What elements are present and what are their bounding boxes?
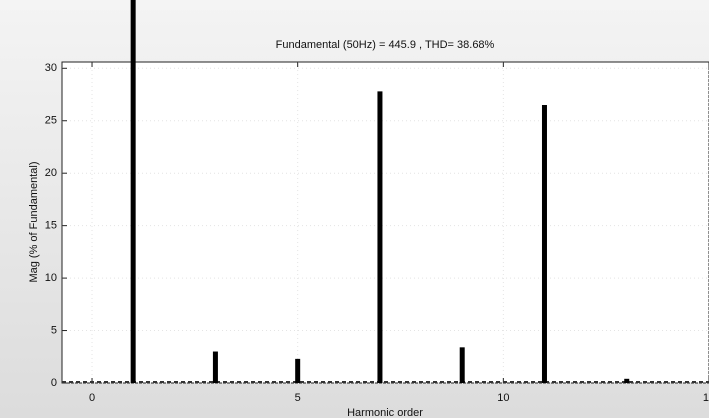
x-axis-label: Harmonic order — [347, 407, 423, 418]
bar — [130, 0, 136, 383]
y-tick-label: 5 — [51, 324, 57, 336]
y-tick-label: 0 — [51, 377, 57, 389]
y-tick-label: 30 — [45, 62, 57, 74]
bar — [459, 347, 465, 383]
y-tick-label: 20 — [45, 167, 57, 179]
x-tick-label: 5 — [295, 392, 301, 404]
bar — [624, 378, 630, 383]
y-axis-label: Mag (% of Fundamental) — [28, 161, 40, 282]
bar — [295, 358, 301, 383]
y-tick-label: 15 — [45, 220, 57, 232]
x-tick-label: 10 — [497, 392, 509, 404]
y-tick-label: 10 — [45, 272, 57, 284]
plot-area — [61, 61, 709, 384]
bar — [377, 91, 383, 383]
chart-title: Fundamental (50Hz) = 445.9 , THD= 38.68% — [276, 39, 495, 51]
x-tick-label: 0 — [89, 392, 95, 404]
bar — [212, 351, 218, 383]
x-tick-label: 15 — [703, 392, 709, 404]
bar — [541, 105, 547, 384]
y-tick-label: 25 — [45, 115, 57, 127]
